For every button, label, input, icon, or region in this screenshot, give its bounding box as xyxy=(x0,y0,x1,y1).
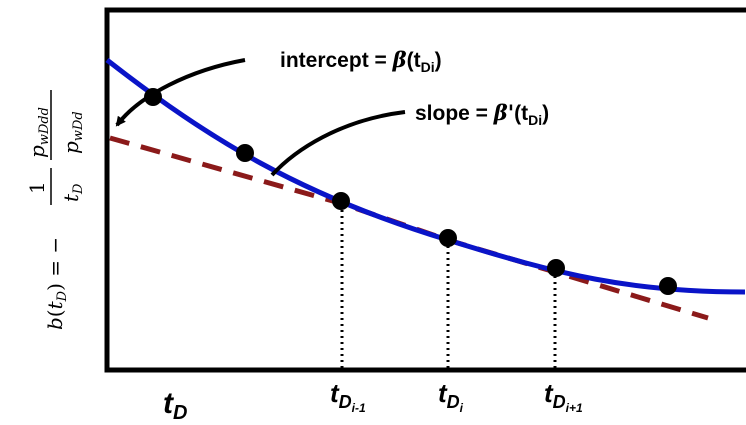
y-axis-formula: b(tD) = − 1 tD pwDdd pwDd xyxy=(25,90,86,330)
plot-frame xyxy=(104,7,746,373)
data-point xyxy=(439,229,457,247)
svg-text:pwDd: pwDd xyxy=(59,111,86,154)
x-label-tDi-1: tDi-1 xyxy=(330,378,366,415)
svg-text:tD: tD xyxy=(59,183,86,202)
svg-text:b(tD) = −: b(tD) = − xyxy=(43,237,70,330)
data-point xyxy=(236,144,254,162)
intercept-label: intercept = β(tDi) xyxy=(280,47,442,75)
slope-label: slope = β'(tDi) xyxy=(415,100,549,128)
data-point xyxy=(659,277,677,295)
x-label-tD: tD xyxy=(163,387,187,424)
x-label-tDi: tDi xyxy=(438,378,464,415)
slope-arrow xyxy=(270,110,406,177)
data-point xyxy=(332,192,350,210)
curve xyxy=(105,58,746,295)
x-label-tDi+1: tDi+1 xyxy=(544,378,583,415)
data-point xyxy=(547,259,565,277)
svg-text:pwDdd: pwDdd xyxy=(25,107,52,158)
svg-text:1: 1 xyxy=(25,181,49,194)
intercept-arrow xyxy=(115,58,246,127)
